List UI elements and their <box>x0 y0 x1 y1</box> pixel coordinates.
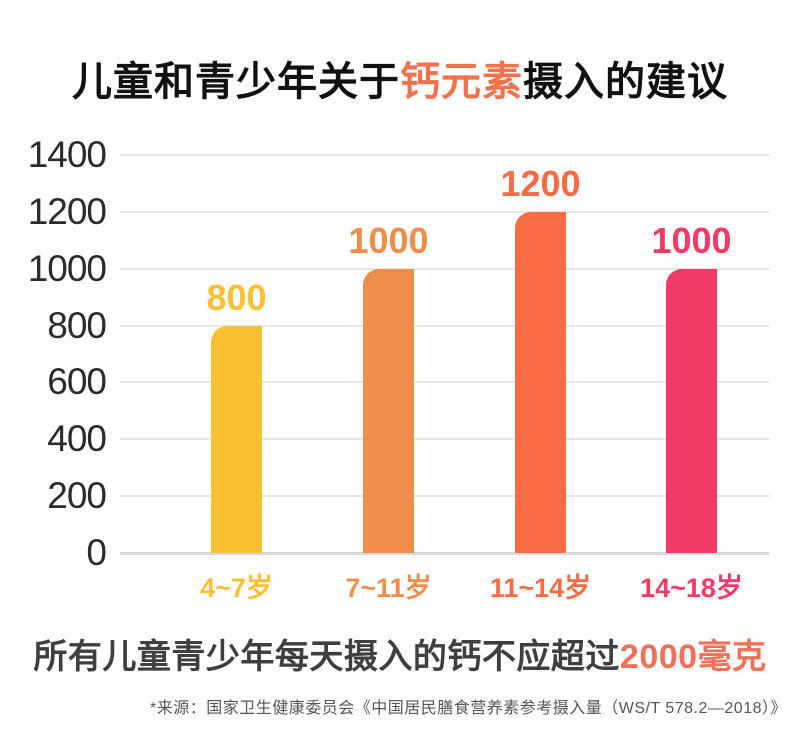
bar-11~14岁 <box>515 211 566 553</box>
title-prefix: 儿童和青少年关于 <box>72 60 400 104</box>
bar-value-label: 1200 <box>500 162 581 204</box>
y-axis-tick-label: 800 <box>47 304 107 346</box>
y-axis-tick-label: 200 <box>47 475 107 517</box>
bar-14~18岁 <box>666 268 717 553</box>
gridline <box>120 210 769 213</box>
x-axis-baseline <box>120 552 769 555</box>
title-suffix: 摄入的建议 <box>523 60 728 104</box>
y-axis-tick-label: 400 <box>47 418 107 460</box>
y-axis-column: 0 200 400 600 800 1000 1200 1400 <box>0 134 107 573</box>
bar-value-label: 1000 <box>651 219 732 261</box>
gridline <box>120 324 769 327</box>
x-axis-category-label: 7~11岁 <box>345 573 432 603</box>
calcium-bar-chart: 0 200 400 600 800 1000 1200 1400 800 4~7岁 1000 7~1… <box>0 134 769 603</box>
title-highlight: 钙元素 <box>400 60 523 104</box>
gridline <box>120 438 769 441</box>
page-title: 儿童和青少年关于钙元素摄入的建议 <box>0 49 800 107</box>
y-axis-tick-label: 1000 <box>27 247 107 289</box>
gridline <box>120 495 769 498</box>
gridline <box>120 381 769 384</box>
footnote-highlight: 2000毫克 <box>619 638 767 676</box>
y-axis-tick-label: 0 <box>86 532 107 573</box>
footnote-text: 所有儿童青少年每天摄入的钙不应超过 <box>33 638 620 676</box>
plot-area: 800 4~7岁 1000 7~11岁 1200 11~14岁 1000 14~18岁 <box>120 154 769 603</box>
footnote: 所有儿童青少年每天摄入的钙不应超过2000毫克 <box>0 629 800 678</box>
y-axis-tick-label: 1200 <box>27 190 107 232</box>
bar-value-label: 1000 <box>348 219 429 261</box>
y-axis-tick-label: 600 <box>47 361 107 403</box>
y-axis-tick-label: 1400 <box>27 134 107 175</box>
bar-7~11岁 <box>363 268 414 553</box>
bar-4~7岁 <box>211 325 262 553</box>
x-axis-category-label: 4~7岁 <box>200 573 273 603</box>
bar-value-label: 800 <box>206 276 267 318</box>
x-axis-category-label: 14~18岁 <box>640 573 743 603</box>
x-axis-category-label: 11~14岁 <box>489 573 592 603</box>
source-citation: *来源：国家卫生健康委员会《中国居民膳食营养素参考摄入量（WS/T 578.2—… <box>149 700 787 717</box>
gridline <box>120 267 769 270</box>
gridline <box>120 154 769 156</box>
